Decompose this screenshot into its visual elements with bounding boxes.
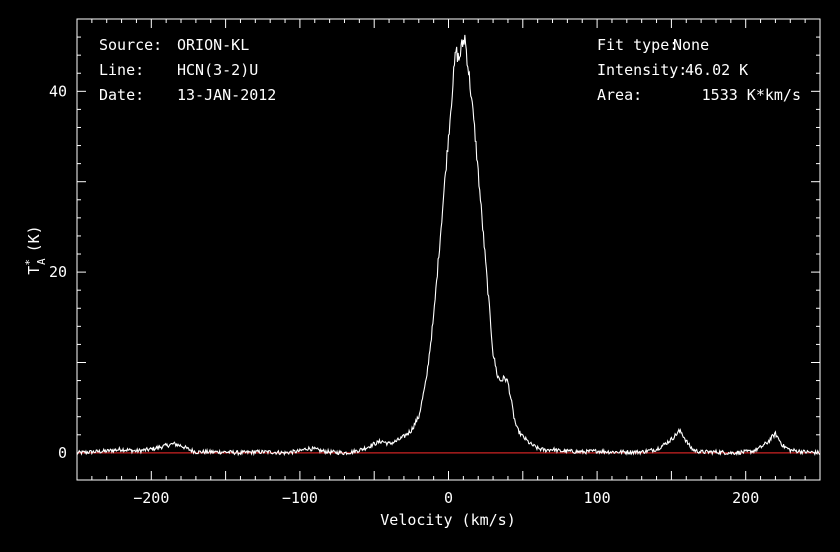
intensity-label: Intensity: [597,61,687,79]
y-axis-title: T*A (K) [23,225,48,274]
line-value: HCN(3-2)U [177,61,258,79]
y-tick-label: 0 [58,444,67,462]
spectrum-line [76,34,821,457]
source-label: Source: [99,36,162,54]
x-tick-label: 200 [732,489,759,507]
source-value: ORION-KL [177,36,249,54]
y-tick-label: 20 [49,263,67,281]
y-axis-title-main: T [25,266,43,275]
x-tick-label: 100 [584,489,611,507]
fit-type-value: None [673,36,709,54]
y-axis-ticks: 0 20 40 [49,18,820,462]
y-axis-title-sub: A [35,258,48,265]
intensity-value: 46.02 K [685,61,748,79]
x-axis-ticks: −200 −100 0 100 200 [76,19,821,507]
y-tick-label: 40 [49,82,67,100]
x-tick-label: 0 [444,489,453,507]
area-value: 1533 K*km/s [702,86,801,104]
date-value: 13-JAN-2012 [177,86,276,104]
svg-text:T*A(K): T*A (K) [23,225,48,274]
y-axis-title-sup: * [23,259,36,266]
area-label: Area: [597,86,642,104]
x-tick-label: −200 [133,489,169,507]
x-axis-title: Velocity (km/s) [380,511,515,529]
y-axis-title-unit: (K) [25,225,43,252]
date-label: Date: [99,86,144,104]
x-tick-label: −100 [282,489,318,507]
line-label: Line: [99,61,144,79]
fit-type-label: Fit type: [597,36,678,54]
